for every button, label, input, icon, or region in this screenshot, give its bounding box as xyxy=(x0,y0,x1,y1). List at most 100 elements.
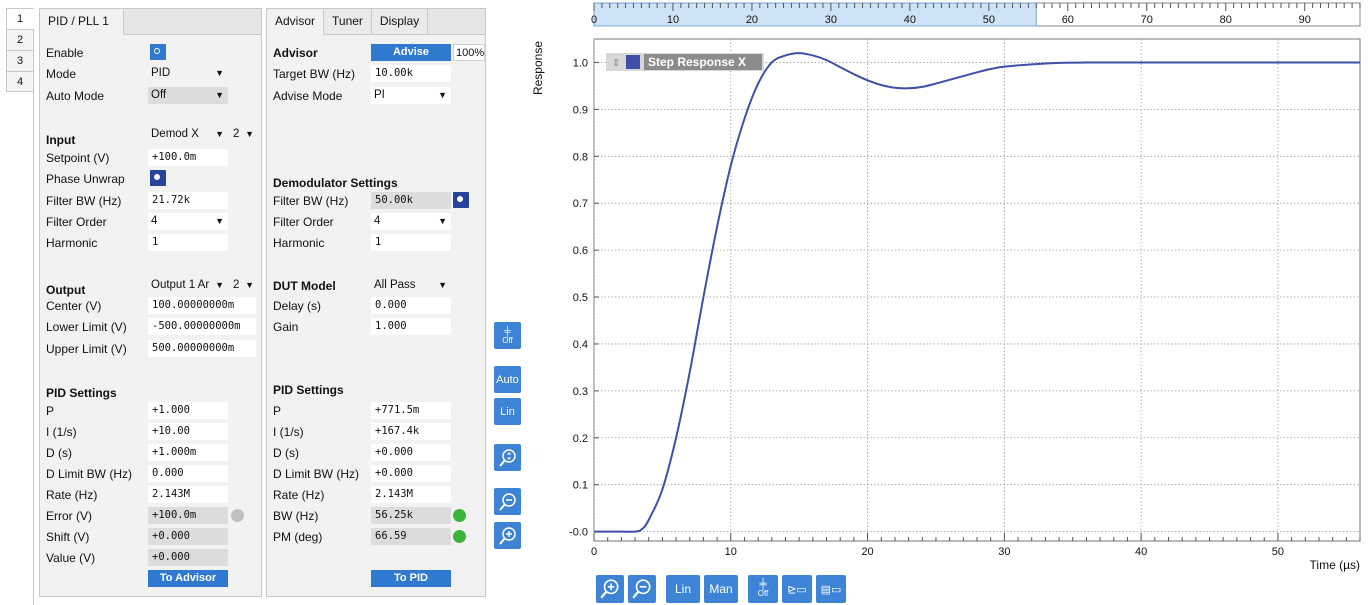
adv-rate-field[interactable]: 2.143M xyxy=(371,486,451,503)
y-grid-label: Off xyxy=(502,335,513,345)
output-index-select[interactable]: 2 ▼ xyxy=(230,277,258,294)
export-data-icon[interactable]: ▤▭ xyxy=(816,575,846,603)
lower-limit-field[interactable]: -500.00000000m xyxy=(148,318,256,335)
adv-harmonic-field[interactable]: 1 xyxy=(371,234,451,251)
chevron-down-icon: ▼ xyxy=(438,280,447,290)
x-man-scale-button[interactable]: Man xyxy=(704,575,738,603)
center-field[interactable]: 100.00000000m xyxy=(148,297,256,314)
i-label: I (1/s) xyxy=(46,424,77,439)
plot-grid xyxy=(593,38,1361,542)
tab-advisor[interactable]: Advisor xyxy=(267,9,325,35)
y-tick-label: 0.6 xyxy=(573,245,588,257)
adv-filter-order-select[interactable]: 4 ▼ xyxy=(371,213,451,230)
y-auto-scale-button[interactable]: Auto xyxy=(494,366,521,393)
zoom-out-icon[interactable] xyxy=(494,488,521,515)
x-tick-label: 0 xyxy=(591,546,597,558)
input-index-select[interactable]: 2 ▼ xyxy=(230,126,258,143)
zoom-fit-icon[interactable] xyxy=(494,444,521,471)
auto-mode-select[interactable]: Off ▼ xyxy=(148,87,228,104)
channel-tab-1[interactable]: 1 xyxy=(6,8,34,29)
value-field: +0.000 xyxy=(148,549,228,566)
input-heading: Input xyxy=(46,132,76,147)
to-advisor-button[interactable]: To Advisor xyxy=(148,570,228,587)
mode-value: PID xyxy=(151,67,171,79)
dut-model-select[interactable]: All Pass ▼ xyxy=(371,277,451,294)
y-tick-label: 0.5 xyxy=(573,292,588,304)
filter-bw-field[interactable]: 21.72k xyxy=(148,192,228,209)
chevron-down-icon: ▼ xyxy=(215,280,224,290)
y-auto-label: Auto xyxy=(496,373,519,386)
y-lin-scale-button[interactable]: Lin xyxy=(494,398,521,425)
p-field[interactable]: +1.000 xyxy=(148,402,228,419)
tab-display[interactable]: Display xyxy=(371,9,429,34)
x-zoom-in-icon[interactable] xyxy=(596,575,624,603)
phase-unwrap-toggle[interactable] xyxy=(150,170,166,186)
y-tick-label: 0.2 xyxy=(573,433,588,445)
adv-filter-order-label: Filter Order xyxy=(273,214,334,229)
channel-tab-3[interactable]: 3 xyxy=(6,50,34,71)
filter-order-value: 4 xyxy=(151,215,158,227)
x-overview-bar[interactable]: 0 10 20 30 40 50 60 70 80 90 xyxy=(591,2,1361,27)
i-field[interactable]: +10.00 xyxy=(148,423,228,440)
y-tick-label: 0.3 xyxy=(573,386,588,398)
bw-field: 56.25k xyxy=(371,507,451,524)
overview-tick-label: 10 xyxy=(667,14,679,26)
chevron-down-icon: ▼ xyxy=(438,90,447,100)
pid-pll-panel: PID / PLL 1 Enable Mode PID ▼ Auto Mode O… xyxy=(39,8,262,597)
delay-label: Delay (s) xyxy=(273,298,322,313)
upper-limit-field[interactable]: 500.00000000m xyxy=(148,340,256,357)
adv-i-field[interactable]: +167.4k xyxy=(371,423,451,440)
dut-model-heading: DUT Model xyxy=(273,278,336,293)
harmonic-field[interactable]: 1 xyxy=(148,234,228,251)
chevron-down-icon: ▼ xyxy=(215,90,224,100)
rate-field[interactable]: 2.143M xyxy=(148,486,228,503)
step-response-plot[interactable]: 0 10 20 30 40 50 60 70 80 90 -0.0 0.1 0.2 0.3 0.4 0.5 0… xyxy=(531,2,1362,572)
advise-button[interactable]: Advise xyxy=(371,44,451,61)
enable-toggle[interactable] xyxy=(150,44,166,60)
upper-limit-label: Upper Limit (V) xyxy=(46,341,127,356)
target-bw-label: Target BW (Hz) xyxy=(273,66,356,81)
tab-tuner[interactable]: Tuner xyxy=(324,9,372,34)
grid-icon: ╪ Off xyxy=(502,325,513,345)
gain-field[interactable]: 1.000 xyxy=(371,318,451,335)
d-field[interactable]: +1.000m xyxy=(148,444,228,461)
setpoint-field[interactable]: +100.0m xyxy=(148,149,228,166)
advisor-heading: Advisor xyxy=(273,45,318,60)
zoom-in-icon[interactable] xyxy=(494,522,521,549)
delay-field[interactable]: 0.000 xyxy=(371,297,451,314)
x-zoom-out-icon[interactable] xyxy=(628,575,656,603)
filter-order-select[interactable]: 4 ▼ xyxy=(148,213,228,230)
adv-p-field[interactable]: +771.5m xyxy=(371,402,451,419)
x-tick-label: 10 xyxy=(725,546,737,558)
setpoint-label: Setpoint (V) xyxy=(46,150,110,165)
output-select[interactable]: Output 1 Ar ▼ xyxy=(148,277,228,294)
x-lin-scale-button[interactable]: Lin xyxy=(666,575,700,603)
to-pid-button[interactable]: To PID xyxy=(371,570,451,587)
d-limit-bw-field[interactable]: 0.000 xyxy=(148,465,228,482)
pm-field: 66.59 xyxy=(371,528,451,545)
y-lin-label: Lin xyxy=(500,405,515,418)
overview-tick-label: 70 xyxy=(1141,14,1153,26)
adv-i-label: I (1/s) xyxy=(273,424,304,439)
adv-d-field[interactable]: +0.000 xyxy=(371,444,451,461)
adv-d-limit-bw-field[interactable]: +0.000 xyxy=(371,465,451,482)
pm-status-led xyxy=(453,530,466,543)
tab-pid-pll-1[interactable]: PID / PLL 1 xyxy=(40,9,124,35)
filter-bw-toggle[interactable] xyxy=(453,192,469,208)
input-value: Demod X xyxy=(151,128,199,140)
y-axis-ticks: -0.0 0.1 0.2 0.3 0.4 0.5 0.6 0.7 0.8 0.9 1.0 xyxy=(569,57,599,539)
advise-mode-select[interactable]: PI ▼ xyxy=(371,87,451,104)
mode-select[interactable]: PID ▼ xyxy=(148,65,228,82)
target-bw-field[interactable]: 10.00k xyxy=(371,65,451,82)
channel-tab-4[interactable]: 4 xyxy=(6,71,34,92)
input-select[interactable]: Demod X ▼ xyxy=(148,126,228,143)
export-plot-icon[interactable]: ⊵▭ xyxy=(782,575,812,603)
adv-filter-order-value: 4 xyxy=(374,215,381,227)
legend[interactable]: ⇕ Step Response X xyxy=(606,53,764,71)
channel-tab-2[interactable]: 2 xyxy=(6,29,34,50)
x-grid-toggle-button[interactable]: ╪ Off xyxy=(748,575,778,603)
error-field: +100.0m xyxy=(148,507,228,524)
y-grid-toggle-button[interactable]: ╪ Off xyxy=(494,322,521,349)
x-grid-label: Off xyxy=(757,589,769,598)
adv-filter-bw-field[interactable]: 50.00k xyxy=(371,192,451,209)
